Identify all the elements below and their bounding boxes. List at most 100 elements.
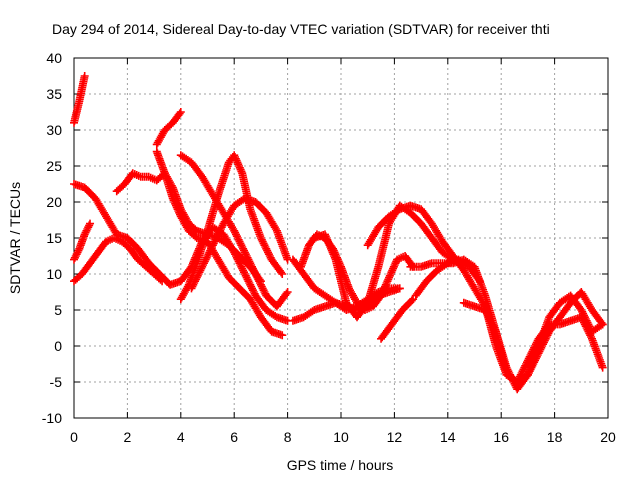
- data-point: [527, 363, 536, 372]
- data-point: [395, 284, 404, 293]
- data-point: [174, 207, 183, 215]
- x-tick-label: 16: [493, 429, 509, 445]
- data-point: [191, 275, 200, 284]
- data-point: [235, 162, 244, 170]
- data-point: [80, 72, 89, 80]
- data-point: [169, 196, 178, 205]
- data-point: [481, 306, 490, 314]
- data-point: [251, 270, 260, 278]
- data-point: [231, 153, 240, 161]
- data-point: [189, 280, 198, 289]
- data-point: [483, 311, 492, 320]
- data-point: [389, 262, 398, 271]
- data-point: [236, 261, 245, 269]
- axis-ticks: 0 2 4 6 8 10 12 14 16 18 20 -10 -5 0 5 10 15 20 25 30 35 40: [42, 50, 616, 445]
- data-point: [168, 194, 177, 203]
- data-point: [264, 250, 273, 259]
- data-point: [484, 313, 493, 322]
- data-point: [173, 205, 182, 214]
- data-point: [508, 376, 517, 385]
- data-point: [231, 230, 240, 239]
- data-point: [504, 367, 513, 376]
- data-point: [528, 361, 537, 370]
- data-point: [509, 378, 518, 386]
- data-point: [175, 208, 184, 217]
- data-point: [205, 248, 214, 257]
- data-point: [389, 264, 398, 273]
- series-s20: [523, 288, 607, 379]
- data-point: [234, 160, 243, 169]
- data-point: [243, 253, 252, 262]
- data-point: [384, 275, 393, 284]
- data-point: [238, 264, 247, 273]
- data-point: [505, 369, 514, 377]
- data-point: [542, 333, 551, 341]
- data-point: [577, 306, 586, 314]
- data-point: [598, 363, 607, 372]
- data-point: [203, 252, 212, 260]
- series-s19: [411, 255, 484, 300]
- data-point: [259, 239, 268, 248]
- data-point: [82, 226, 91, 235]
- data-point: [503, 365, 512, 374]
- series-s16: [377, 295, 418, 343]
- data-point: [240, 270, 249, 278]
- chart-title: Day 294 of 2014, Sidereal Day-to-day VTE…: [52, 21, 550, 37]
- data-point: [204, 250, 213, 259]
- data-point: [256, 234, 265, 242]
- data-point: [598, 320, 607, 329]
- data-point: [71, 252, 80, 260]
- data-point: [390, 261, 399, 269]
- y-tick-label: -10: [42, 410, 62, 426]
- data-point: [308, 307, 317, 316]
- data-point: [506, 372, 515, 381]
- data-point: [543, 331, 552, 340]
- data-point: [213, 232, 222, 241]
- data-point: [198, 262, 207, 271]
- series-s12: [296, 230, 418, 314]
- x-tick-label: 2: [124, 429, 132, 445]
- data-point: [216, 225, 225, 233]
- y-tick-label: 20: [46, 194, 62, 210]
- data-point: [237, 167, 246, 176]
- data-point: [385, 273, 394, 282]
- data-point: [242, 273, 251, 282]
- data-point: [195, 268, 204, 277]
- data-point: [235, 259, 244, 268]
- data-point: [535, 347, 544, 356]
- series-s4: [70, 219, 95, 264]
- data-point: [211, 235, 220, 244]
- data-point: [524, 354, 533, 363]
- data-point: [277, 268, 286, 277]
- data-point: [524, 369, 533, 377]
- data-point: [531, 356, 540, 365]
- data-point: [388, 266, 397, 275]
- data-point: [207, 244, 216, 253]
- data-point: [362, 300, 371, 309]
- x-tick-label: 20: [600, 429, 616, 445]
- data-point: [586, 331, 595, 340]
- data-point: [192, 273, 201, 282]
- data-point: [156, 275, 165, 284]
- data-point: [583, 318, 592, 327]
- y-tick-label: 0: [54, 338, 62, 354]
- data-point: [80, 230, 89, 239]
- data-point: [515, 372, 524, 381]
- data-point: [212, 234, 221, 242]
- data-point: [584, 320, 593, 329]
- data-point: [526, 365, 535, 374]
- data-point: [258, 284, 267, 293]
- data-point: [257, 235, 266, 244]
- data-point: [190, 279, 199, 287]
- x-tick-label: 12: [387, 429, 403, 445]
- data-point: [247, 282, 256, 291]
- data-point: [252, 271, 261, 280]
- data-point: [246, 280, 255, 289]
- data-point: [474, 275, 483, 284]
- data-point: [193, 271, 202, 280]
- data-point: [230, 226, 239, 235]
- data-point: [393, 206, 402, 215]
- data-point: [486, 316, 495, 325]
- data-point: [530, 358, 539, 367]
- data-point: [232, 232, 241, 241]
